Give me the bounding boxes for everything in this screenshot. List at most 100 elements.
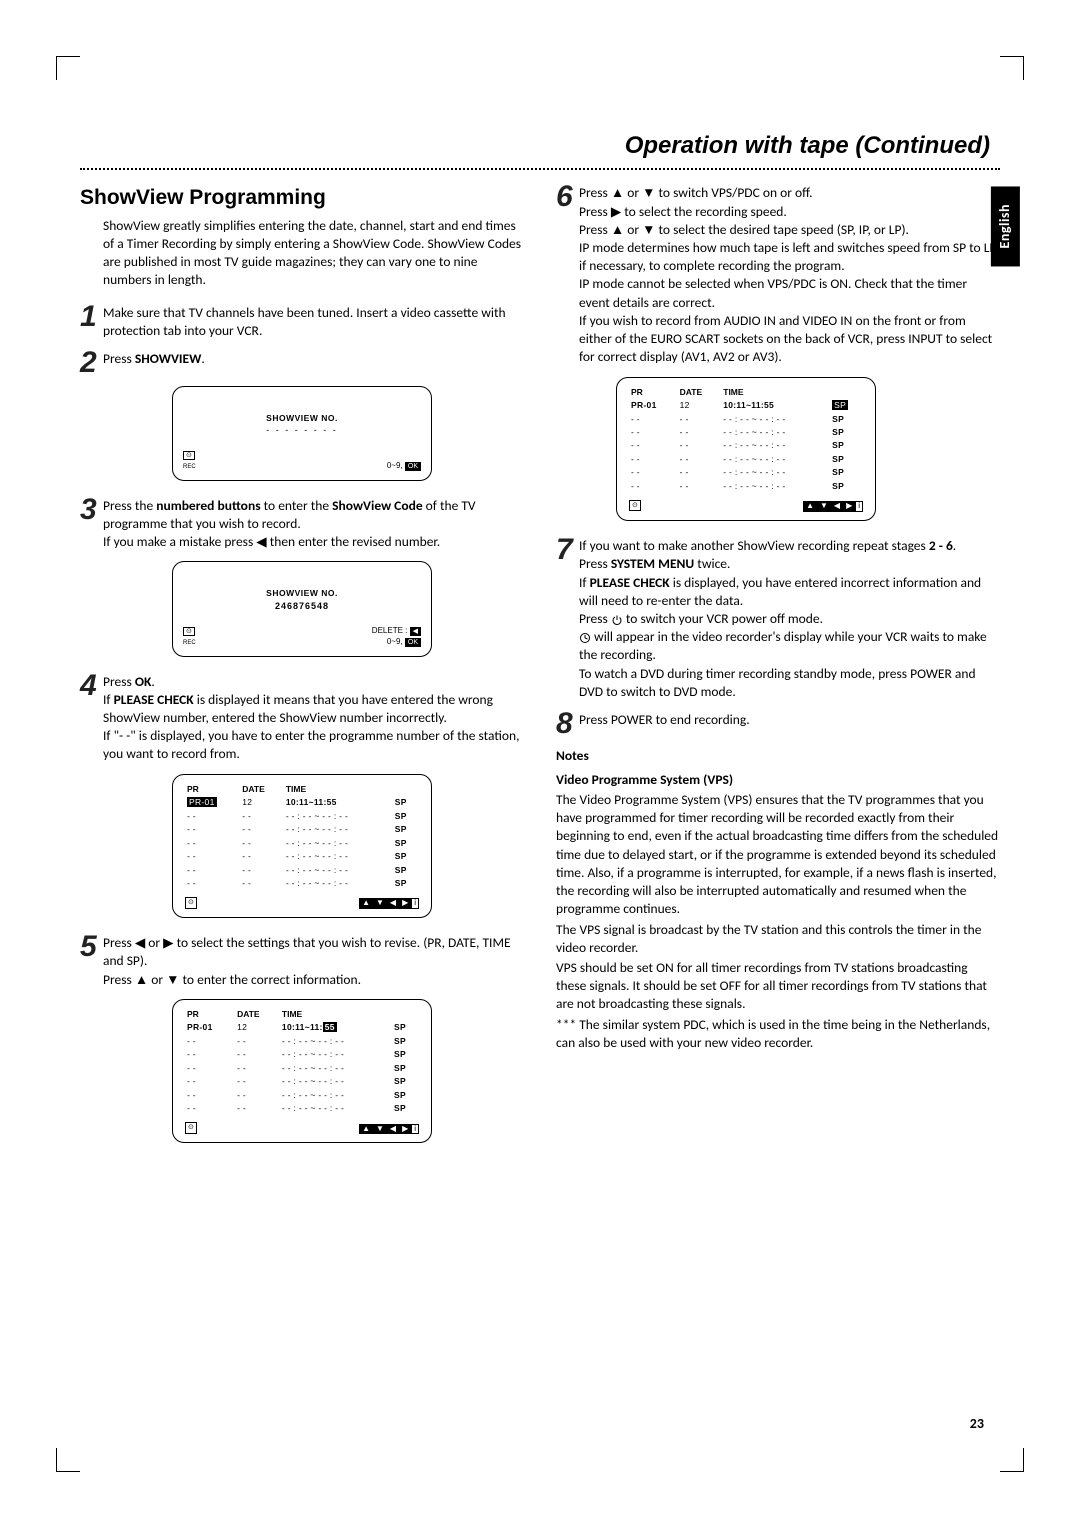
td: - -	[235, 1089, 280, 1102]
text: twice.	[694, 555, 730, 572]
step-text: Press the numbered buttons to enter the …	[103, 497, 524, 552]
td: - - : - - ~ - - : - -	[284, 864, 393, 877]
text: Press the	[103, 497, 156, 514]
text: Press	[579, 610, 611, 627]
text: Press ▲ or ▼ to select the desired tape …	[579, 221, 909, 238]
td: - - : - - ~ - - : - -	[284, 877, 393, 890]
td: - -	[235, 1035, 280, 1048]
step-6: 6 Press ▲ or ▼ to switch VPS/PDC on or o…	[556, 184, 1000, 366]
td: - -	[240, 850, 284, 863]
intro-text: ShowView greatly simplifies entering the…	[103, 217, 524, 290]
section-heading: ShowView Programming	[80, 184, 524, 212]
td: - -	[629, 480, 678, 493]
step-7: 7 If you want to make another ShowView r…	[556, 537, 1000, 701]
arrow-strip: ▲▼◀▶i	[359, 896, 419, 909]
td: - - : - - ~ - - : - -	[280, 1089, 392, 1102]
td: - -	[240, 837, 284, 850]
step-1: 1 Make sure that TV channels have been t…	[80, 304, 524, 340]
td: - -	[240, 823, 284, 836]
td: - -	[235, 1075, 280, 1088]
text: If	[579, 574, 590, 591]
showview-screen-filled: SHOWVIEW NO. 246876548 ⊙REC DELETE : ◀ 0…	[172, 561, 432, 656]
vps-paragraph: *** The similar system PDC, which is use…	[556, 1016, 1000, 1052]
td: - -	[629, 413, 678, 426]
text: To watch a DVD during timer recording st…	[579, 665, 976, 700]
td: - - : - - ~ - - : - -	[280, 1035, 392, 1048]
text-bold: SYSTEM MENU	[611, 555, 694, 572]
text-bold: PLEASE CHECK	[590, 574, 670, 591]
td: - -	[678, 413, 722, 426]
th: DATE	[235, 1008, 280, 1021]
th: TIME	[721, 386, 830, 399]
text: Press	[103, 350, 135, 367]
td: - - : - - ~ - - : - -	[280, 1075, 392, 1088]
th: PR	[185, 783, 240, 796]
schedule-table: PRDATETIME PR-011210:11~11:55SP - -- -- …	[629, 386, 863, 494]
th	[392, 1008, 419, 1021]
step-text: If you want to make another ShowView rec…	[579, 537, 1000, 701]
schedule-footer: ⊙ ▲▼◀▶i	[185, 1122, 419, 1135]
schedule-table: PRDATETIME PR-011210:11~11:55SP - -- -- …	[185, 1008, 419, 1116]
td: SP	[393, 823, 419, 836]
td: PR-01	[185, 1021, 235, 1034]
step-number: 6	[556, 184, 579, 366]
page-number: 23	[970, 1415, 984, 1434]
td: 10:11~11:55	[284, 796, 393, 809]
td: - -	[185, 850, 240, 863]
schedule-footer: ⊙ ▲▼◀▶i	[185, 896, 419, 909]
text: If you make a mistake press ◀ then enter…	[103, 533, 440, 550]
step-4: 4 Press OK. If PLEASE CHECK is displayed…	[80, 673, 524, 764]
step-8: 8 Press POWER to end recording.	[556, 711, 1000, 737]
td: - -	[185, 837, 240, 850]
td: SP	[830, 466, 863, 479]
td: - -	[629, 426, 678, 439]
td: - - : - - ~ - - : - -	[721, 453, 830, 466]
td: - - : - - ~ - - : - -	[721, 480, 830, 493]
step-number: 1	[80, 304, 103, 340]
text: Press ▲ or ▼ to enter the correct inform…	[103, 971, 361, 988]
text-bold: 2 - 6	[929, 537, 953, 554]
td: - -	[185, 1089, 235, 1102]
page-title: Operation with tape (Continued)	[80, 130, 1000, 162]
td: SP	[393, 810, 419, 823]
th: TIME	[280, 1008, 392, 1021]
screen-title: SHOWVIEW NO.	[183, 413, 421, 424]
text: If you wish to record from AUDIO IN and …	[579, 312, 992, 365]
td: - -	[240, 810, 284, 823]
td: - -	[629, 439, 678, 452]
step-number: 5	[80, 934, 103, 989]
content-columns: ShowView Programming ShowView greatly si…	[80, 184, 1000, 1159]
text-bold: OK	[135, 673, 152, 690]
th	[830, 386, 863, 399]
rec-icon: ⊙	[185, 1122, 197, 1133]
td: SP	[830, 439, 863, 452]
left-column: ShowView Programming ShowView greatly si…	[80, 184, 524, 1159]
td: - -	[185, 1075, 235, 1088]
td: - -	[235, 1102, 280, 1115]
th: DATE	[678, 386, 722, 399]
ok-hint: 0~9, OK	[387, 461, 421, 472]
th	[393, 783, 419, 796]
td: - -	[678, 439, 722, 452]
td: SP	[830, 426, 863, 439]
step-text: Press ◀ or ▶ to select the settings that…	[103, 934, 524, 989]
td: SP	[392, 1048, 419, 1061]
td: - -	[185, 864, 240, 877]
text: to enter the	[261, 497, 333, 514]
td: SP	[393, 850, 419, 863]
td: - -	[678, 453, 722, 466]
power-icon	[611, 614, 623, 626]
text: Press ◀ or ▶ to select the settings that…	[103, 934, 511, 969]
text: IP mode cannot be selected when VPS/PDC …	[579, 275, 967, 310]
step-text: Make sure that TV channels have been tun…	[103, 304, 524, 340]
td: SP	[393, 796, 419, 809]
step-number: 2	[80, 350, 103, 376]
td: - -	[678, 426, 722, 439]
right-column: 6 Press ▲ or ▼ to switch VPS/PDC on or o…	[556, 184, 1000, 1159]
text: Press ▲ or ▼ to switch VPS/PDC on or off…	[579, 184, 813, 201]
text-bold: PLEASE CHECK	[114, 691, 194, 708]
step-5: 5 Press ◀ or ▶ to select the settings th…	[80, 934, 524, 989]
th: PR	[185, 1008, 235, 1021]
th: PR	[629, 386, 678, 399]
td: SP	[393, 877, 419, 890]
